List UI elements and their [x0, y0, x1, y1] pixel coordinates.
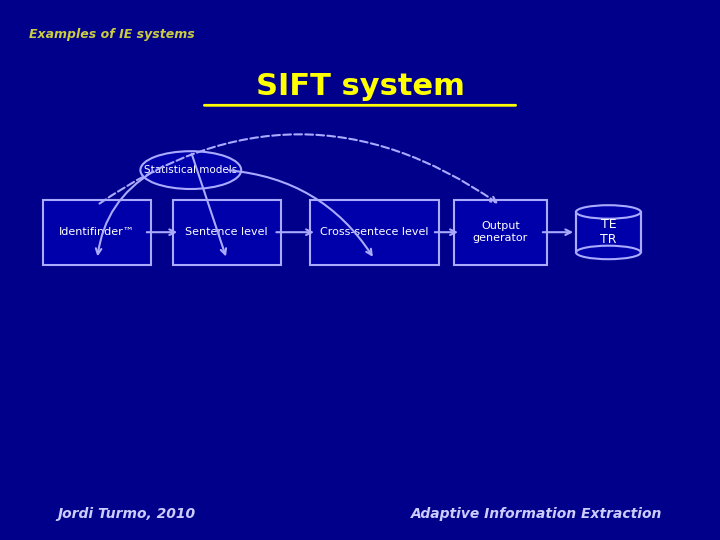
Ellipse shape: [576, 246, 641, 259]
FancyBboxPatch shape: [310, 200, 439, 265]
Text: Statistical models: Statistical models: [144, 165, 238, 175]
Text: SIFT system: SIFT system: [256, 72, 464, 101]
Text: Adaptive Information Extraction: Adaptive Information Extraction: [411, 508, 662, 522]
FancyBboxPatch shape: [173, 200, 281, 265]
Text: Cross-sentece level: Cross-sentece level: [320, 227, 428, 237]
Text: Identifinder™: Identifinder™: [59, 227, 135, 237]
Text: Output
generator: Output generator: [473, 221, 528, 243]
Text: Examples of IE systems: Examples of IE systems: [29, 28, 194, 41]
Text: Sentence level: Sentence level: [186, 227, 268, 237]
Ellipse shape: [140, 151, 241, 189]
Text: TE
TR: TE TR: [600, 218, 616, 246]
FancyBboxPatch shape: [454, 200, 547, 265]
Ellipse shape: [576, 205, 641, 219]
Text: Jordi Turmo, 2010: Jordi Turmo, 2010: [58, 508, 196, 522]
FancyBboxPatch shape: [576, 212, 641, 252]
FancyBboxPatch shape: [43, 200, 151, 265]
